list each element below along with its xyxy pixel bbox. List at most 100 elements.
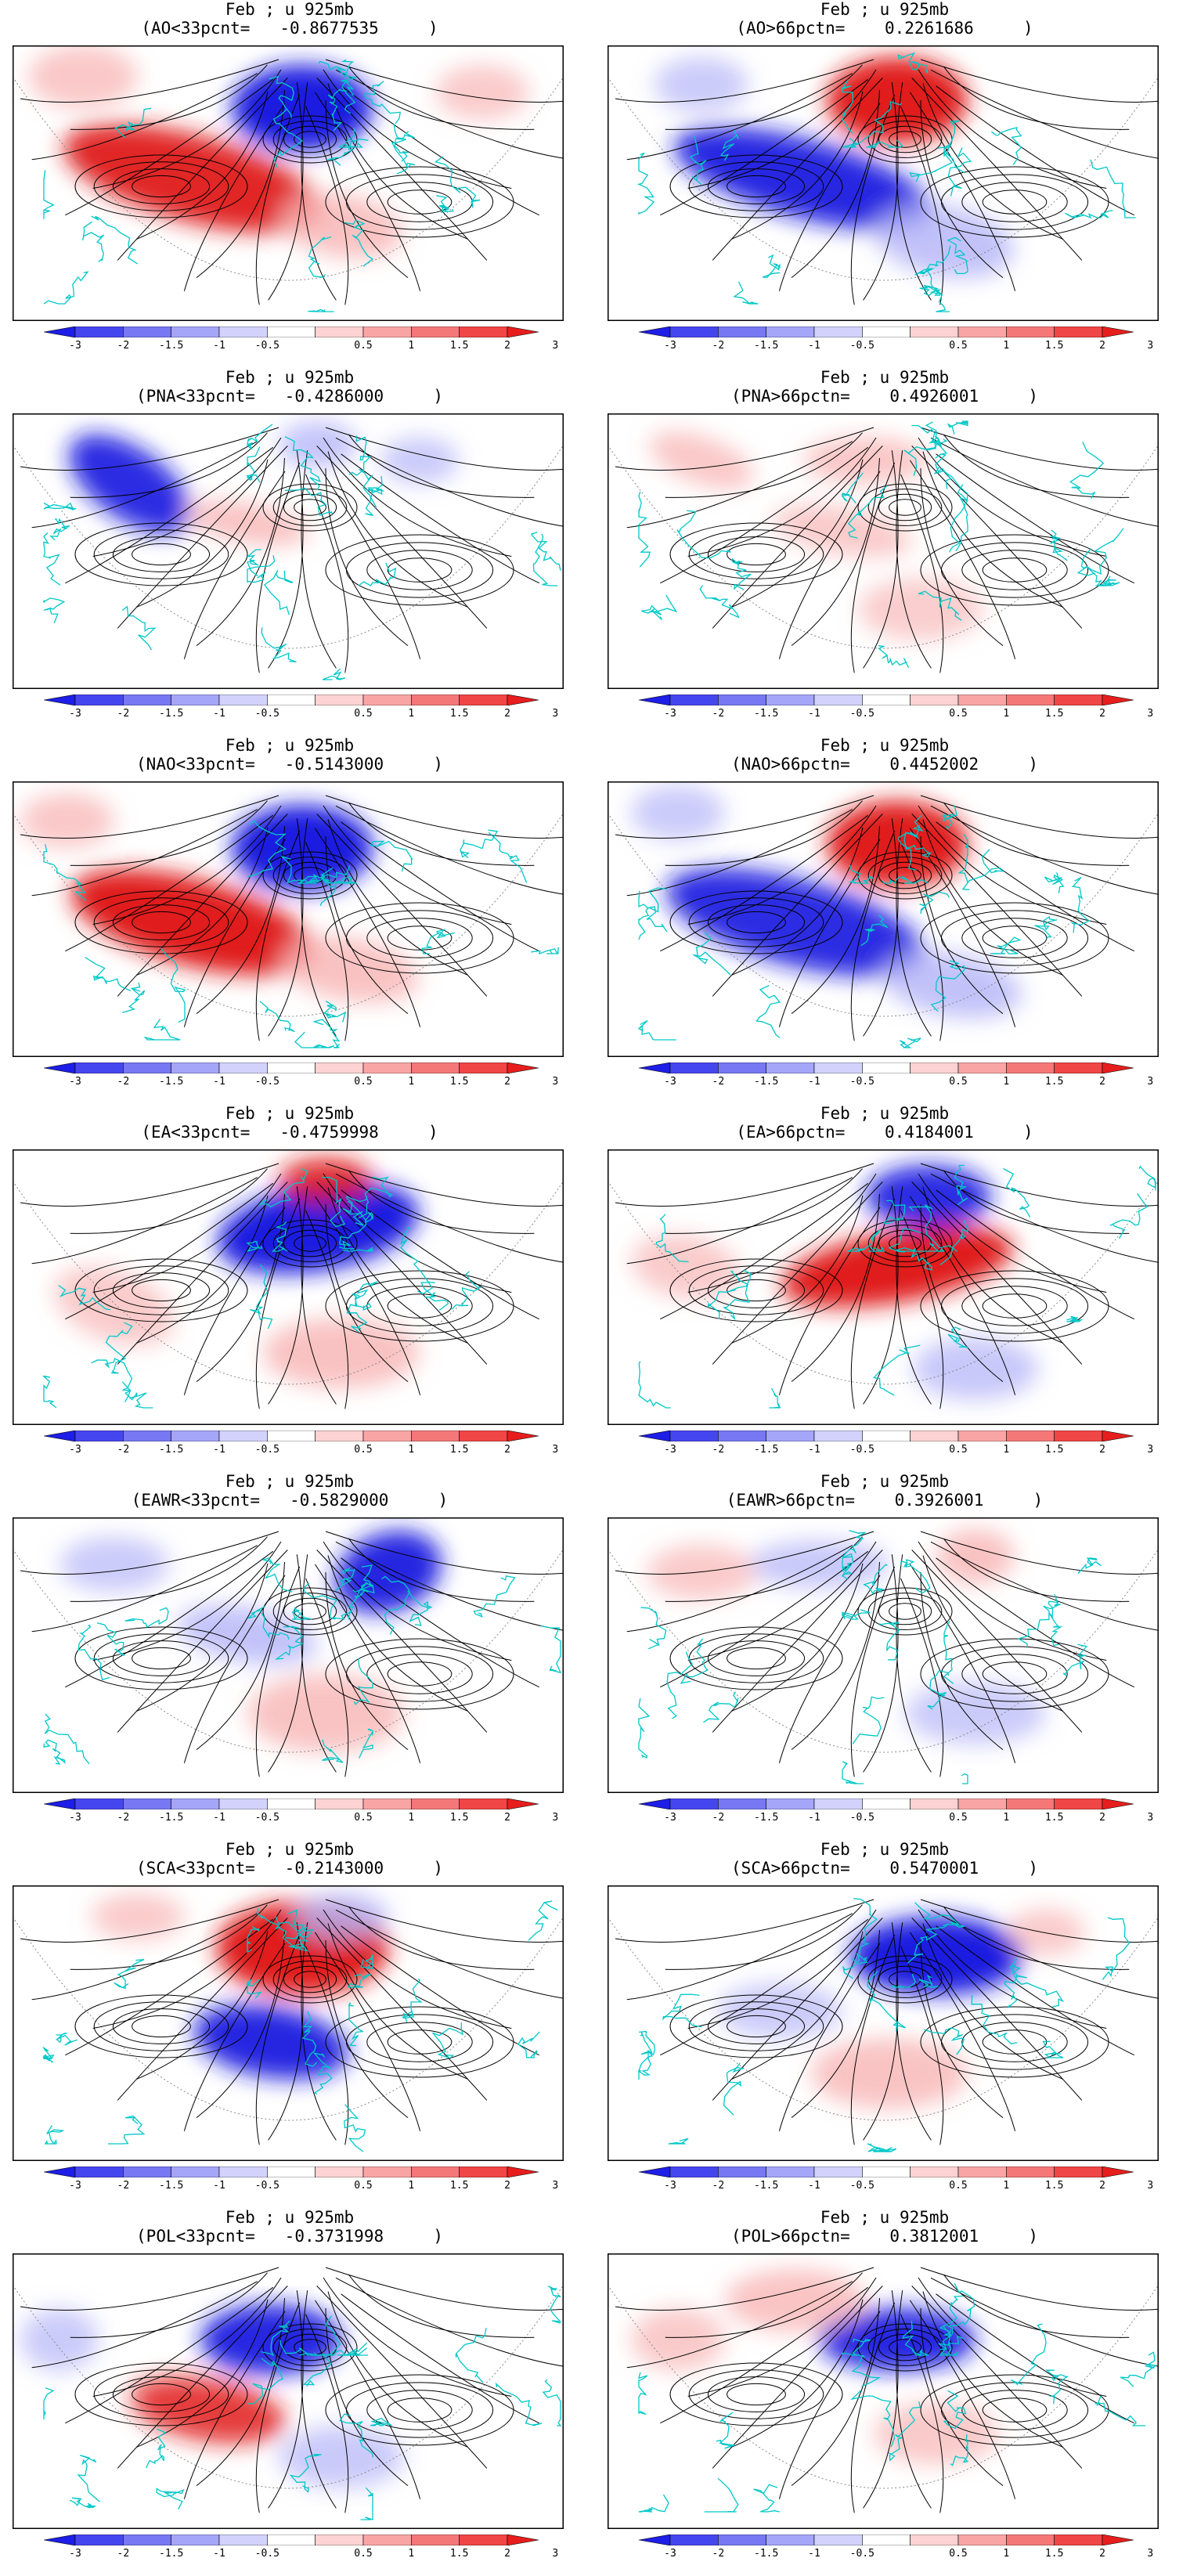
panel-subtitle: (EAWR<33pcnt= -0.5829000 ) xyxy=(131,1491,449,1510)
streamline xyxy=(922,819,1064,976)
colorbar-swatch xyxy=(218,2167,268,2177)
streamline xyxy=(626,809,853,897)
map-frame xyxy=(13,413,564,689)
coastline xyxy=(919,284,942,297)
coastline xyxy=(637,1019,676,1041)
streamline-loop xyxy=(867,1225,943,1262)
streamline xyxy=(863,818,899,1037)
coastline xyxy=(860,914,889,947)
colorbar-swatch xyxy=(459,1063,508,1073)
negative-anomaly xyxy=(631,785,725,840)
streamline xyxy=(70,1536,268,1602)
streamline xyxy=(930,2277,1159,2367)
streamline xyxy=(117,1550,288,1733)
streamline-loop xyxy=(857,851,953,900)
coastline xyxy=(246,424,273,450)
streamline-loop xyxy=(112,2008,211,2044)
colorbar-swatch xyxy=(1054,327,1103,337)
coastline xyxy=(146,2428,167,2469)
coastline xyxy=(301,2011,318,2067)
colorbar-tick-label: -1.5 xyxy=(754,1444,779,1456)
streamline xyxy=(268,1186,304,1405)
colorbar-tick-label: -2 xyxy=(712,2548,725,2560)
streamline-loop xyxy=(93,2369,229,2419)
colorbar-tick-label: 0.5 xyxy=(354,2548,373,2560)
colorbar-swatch xyxy=(1102,1799,1134,1809)
colorbar-swatch xyxy=(267,2535,316,2545)
colorbar-tick-label: 2 xyxy=(504,2180,510,2192)
coastline xyxy=(370,840,413,872)
streamline xyxy=(316,78,488,261)
coastline xyxy=(863,1564,888,1595)
streamline xyxy=(909,1932,1016,2131)
hemisphere-outline xyxy=(13,1916,564,2121)
coastline xyxy=(341,875,357,884)
streamline xyxy=(335,2277,564,2367)
coastline xyxy=(358,562,397,586)
coastline xyxy=(939,1220,968,1266)
colorbar-tick-label: -0.5 xyxy=(254,1076,279,1088)
coastline xyxy=(359,468,374,516)
colorbar-swatch xyxy=(639,1431,671,1441)
coastline xyxy=(294,1031,334,1048)
streamline xyxy=(687,805,877,925)
colorbar-swatch xyxy=(218,1431,268,1441)
panel-title: Feb ; u 925mb xyxy=(225,736,355,755)
coastline xyxy=(841,472,864,504)
streamline xyxy=(665,2272,863,2338)
coastline xyxy=(873,1344,921,1396)
streamline xyxy=(922,1555,1064,1712)
streamline-loop xyxy=(688,897,824,947)
streamline xyxy=(255,1934,301,2145)
streamline xyxy=(341,85,539,216)
streamline-loop xyxy=(961,2390,1068,2430)
coastline xyxy=(344,219,374,267)
streamline-loop xyxy=(669,154,843,218)
positive-anomaly xyxy=(91,1893,185,1940)
panel-pna-pos: Feb ; u 925mb (PNA>66pctn= 0.4926001 ) -3-… xyxy=(595,368,1174,736)
streamline xyxy=(314,1196,421,1395)
coastline xyxy=(991,127,1022,165)
colorbar-swatch xyxy=(411,327,460,337)
streamline-loop xyxy=(294,1235,326,1252)
streamline-loop xyxy=(707,1640,806,1676)
colorbar-swatch xyxy=(362,1431,412,1441)
streamline-loop xyxy=(345,1278,494,1334)
panel-ea-neg: Feb ; u 925mb (EA<33pcnt= -0.4759998 ) -3-… xyxy=(0,1104,579,1472)
streamline-loop xyxy=(345,542,494,598)
streamline-loop xyxy=(112,1272,211,1308)
colorbar-swatch xyxy=(718,2167,766,2177)
hemisphere-outline xyxy=(608,1548,1159,1753)
positive-anomaly xyxy=(20,793,114,848)
colorbar-tick-label: 1.5 xyxy=(1044,1444,1064,1456)
colorbar-tick-label: -1.5 xyxy=(159,2180,184,2192)
coastline xyxy=(868,1246,885,1252)
coastline xyxy=(1102,1917,1130,1980)
colorbar-swatch xyxy=(1054,2167,1103,2177)
colorbar-tick-label: -1 xyxy=(213,2548,225,2560)
polar-map xyxy=(13,1885,564,2161)
streamline-loop xyxy=(325,902,514,974)
colorbar xyxy=(639,1431,1134,1441)
negative-anomaly xyxy=(68,434,192,534)
coastline xyxy=(927,1670,950,1710)
colorbar-tick-label: 1.5 xyxy=(1044,1812,1064,1824)
coastline xyxy=(638,491,651,568)
colorbar-tick-label: -1 xyxy=(808,1076,820,1088)
streamlines xyxy=(615,427,1159,673)
streamline-loop xyxy=(294,1971,326,1988)
coastline xyxy=(897,52,929,74)
colorbar-tick-label: 0.5 xyxy=(949,708,968,720)
streamlines xyxy=(20,1899,564,2145)
colorbar-swatch xyxy=(766,1799,815,1809)
streamline-loop xyxy=(325,534,514,606)
coastline xyxy=(364,81,401,124)
streamline-loop xyxy=(669,890,843,954)
streamline-loop xyxy=(857,1219,953,1268)
coastline xyxy=(1069,442,1105,500)
streamline-loop xyxy=(857,2323,953,2372)
streamline-loop xyxy=(294,499,326,516)
anomaly-shading xyxy=(20,2304,404,2488)
colorbar-swatch xyxy=(1054,1799,1103,1809)
streamline-loop xyxy=(961,918,1068,958)
